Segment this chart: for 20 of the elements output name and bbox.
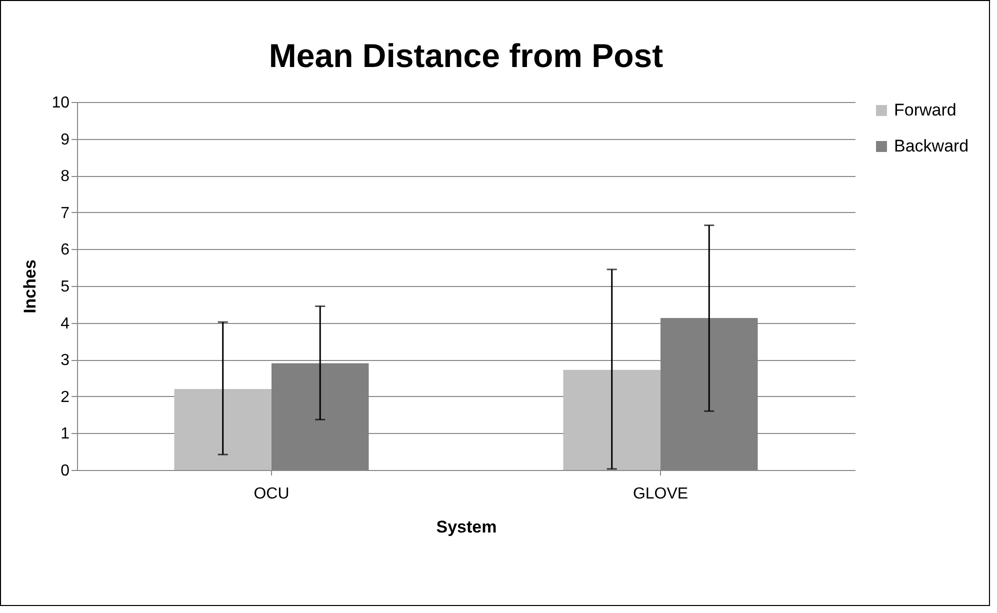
y-tick-label: 1 <box>60 426 70 443</box>
y-tick-label: 9 <box>60 131 70 148</box>
y-tick-label: 6 <box>60 242 70 259</box>
bar <box>563 370 660 470</box>
y-tick-label: 5 <box>60 278 70 296</box>
y-axis-title: Inches <box>20 260 40 314</box>
y-tick-label: 7 <box>60 204 70 222</box>
chart-title: Mean Distance from Post <box>268 37 664 74</box>
bar <box>174 389 272 470</box>
y-tick-label: 8 <box>60 168 70 186</box>
x-tick-label: GLOVE <box>632 486 688 502</box>
legend-label: Forward <box>894 100 956 120</box>
x-axis-title: System <box>436 518 497 536</box>
y-tick-label: 3 <box>60 352 70 370</box>
y-tick-label: 4 <box>60 315 70 332</box>
x-tick-label: OCU <box>254 486 290 502</box>
legend-label: Backward <box>894 136 969 156</box>
y-tick-label: 2 <box>60 388 70 406</box>
y-tick-label: 10 <box>52 94 70 112</box>
y-tick-label: 0 <box>60 462 70 480</box>
